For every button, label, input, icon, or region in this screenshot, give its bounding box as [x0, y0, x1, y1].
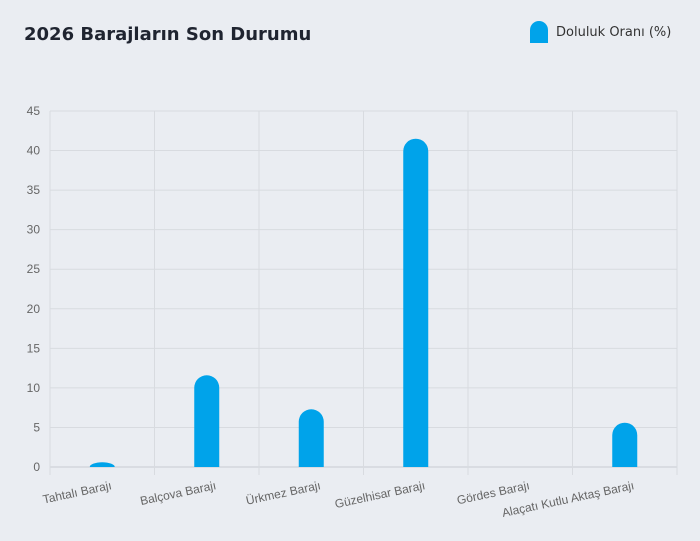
legend-swatch [530, 21, 548, 43]
x-tick-label: Güzelhisar Barajı [333, 478, 426, 511]
y-tick-label: 25 [27, 262, 41, 276]
bar [298, 409, 324, 467]
bar [194, 375, 220, 467]
y-tick-label: 45 [27, 104, 41, 118]
y-tick-label: 10 [27, 381, 41, 395]
y-tick-label: 5 [33, 420, 40, 434]
x-tick-label: Balçova Barajı [139, 478, 218, 508]
bar [89, 462, 115, 467]
y-tick-label: 0 [33, 460, 40, 474]
y-tick-label: 15 [27, 341, 41, 355]
y-tick-label: 20 [27, 302, 41, 316]
y-tick-label: 30 [27, 223, 41, 237]
x-tick-label: Ürkmez Barajı [245, 478, 322, 507]
legend[interactable]: Doluluk Oranı (%) [530, 21, 671, 43]
x-tick-label: Tahtalı Barajı [41, 478, 112, 506]
legend-label: Doluluk Oranı (%) [556, 24, 672, 40]
y-tick-label: 40 [27, 144, 41, 158]
bar [403, 138, 429, 467]
y-tick-label: 35 [27, 183, 41, 197]
chart-title: 2026 Barajların Son Durumu [24, 24, 312, 45]
bar [612, 422, 638, 467]
